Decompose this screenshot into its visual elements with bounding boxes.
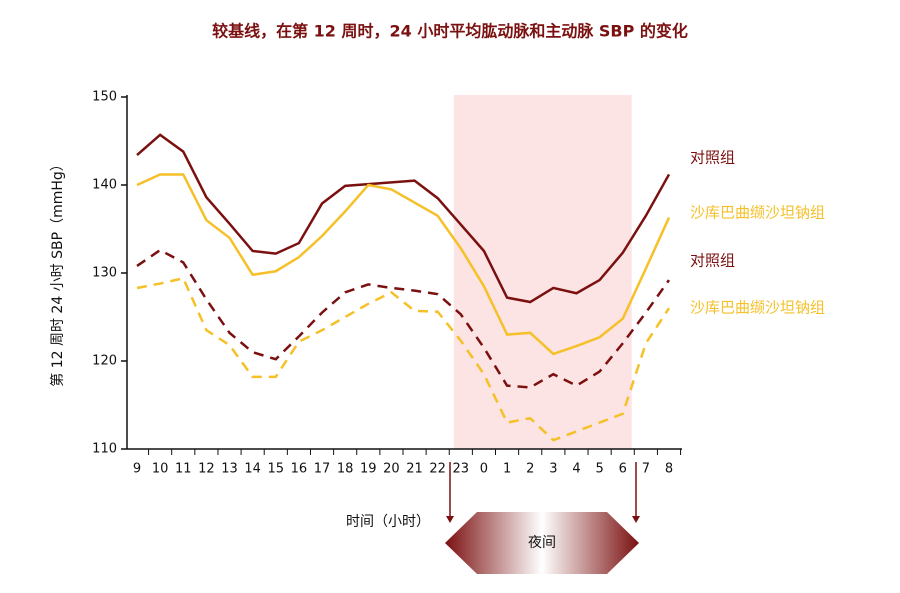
x-tick-label: 9: [133, 462, 141, 477]
series-label: 沙库巴曲缬沙坦钠组: [690, 204, 825, 222]
x-tick-label: 13: [221, 462, 238, 477]
x-tick-label: 7: [642, 462, 650, 477]
y-tick-label: 140: [92, 178, 117, 193]
y-tick-label: 150: [92, 90, 117, 105]
x-tick-label: 4: [572, 462, 580, 477]
night-label: 夜间: [528, 535, 556, 551]
night-band: [453, 95, 632, 449]
x-tick-label: 22: [429, 462, 446, 477]
chart-title: 较基线，在第 12 周时，24 小时平均肱动脉和主动脉 SBP 的变化: [212, 22, 688, 41]
x-tick-label: 23: [453, 462, 470, 477]
x-tick-label: 5: [595, 462, 603, 477]
series-label: 沙库巴曲缬沙坦钠组: [690, 299, 825, 317]
x-tick-label: 8: [665, 462, 673, 477]
x-tick-label: 11: [175, 462, 192, 477]
series-label: 对照组: [690, 252, 735, 270]
x-tick-label: 0: [480, 462, 488, 477]
x-tick-label: 6: [619, 462, 627, 477]
x-tick-label: 17: [314, 462, 331, 477]
x-tick-label: 18: [337, 462, 354, 477]
x-tick-label: 19: [360, 462, 377, 477]
series-label: 对照组: [690, 149, 735, 167]
y-tick-label: 130: [92, 266, 117, 281]
x-tick-label: 21: [406, 462, 423, 477]
series-line: [136, 173, 671, 356]
x-tick-label: 15: [268, 462, 285, 477]
x-tick-label: 12: [198, 462, 215, 477]
series-line: [136, 133, 671, 304]
arrow-head: [632, 516, 640, 523]
x-axis-label: 时间（小时）: [346, 514, 430, 530]
arrow-head: [446, 516, 454, 523]
x-tick-label: 14: [244, 462, 261, 477]
y-axis-label: 第 12 周时 24 小时 SBP（mmHg）: [49, 157, 66, 387]
x-tick-label: 3: [549, 462, 557, 477]
night-arrow: [445, 512, 639, 574]
x-tick-label: 10: [152, 462, 169, 477]
x-tick-label: 1: [503, 462, 511, 477]
x-tick-label: 20: [383, 462, 400, 477]
x-tick-label: 16: [291, 462, 308, 477]
x-tick-label: 2: [526, 462, 534, 477]
y-tick-label: 120: [92, 354, 117, 369]
series-line: [136, 276, 671, 442]
series-line: [136, 248, 671, 389]
y-tick-label: 110: [92, 442, 117, 457]
